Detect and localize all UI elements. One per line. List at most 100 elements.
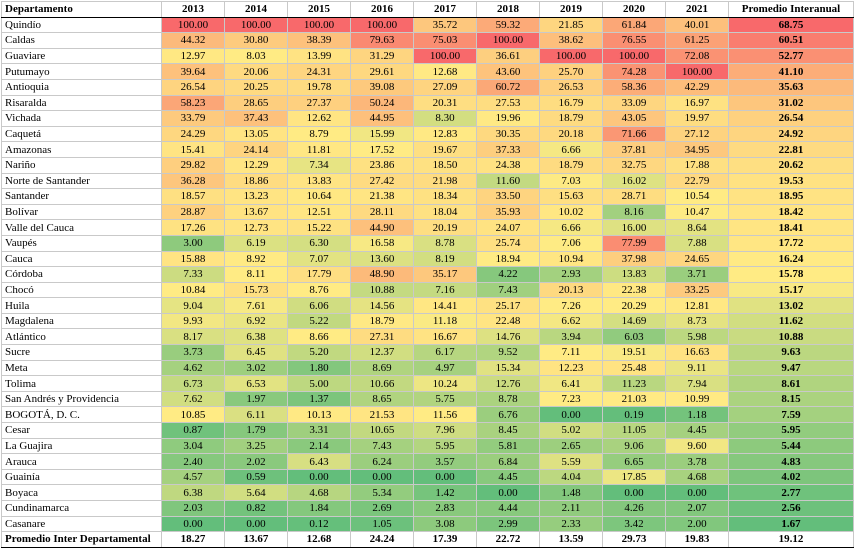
average-cell: 18.42: [728, 203, 854, 221]
value-cell: 10.66: [350, 375, 414, 392]
value-cell: 8.92: [224, 250, 288, 268]
value-cell: 33.25: [665, 281, 729, 299]
value-cell: 24.14: [224, 141, 288, 158]
department-name: Huila: [1, 297, 162, 314]
value-cell: 19.96: [476, 110, 540, 127]
value-cell: 20.18: [539, 125, 603, 143]
value-cell: 0.12: [287, 515, 351, 533]
header-row: Departamento 2013 2014 2015 2016 2017 2018 2019…: [1, 1, 854, 18]
footer-row: Promedio Inter Departamental 18.27 13.67 12…: [1, 531, 854, 548]
value-cell: 7.33: [161, 266, 225, 283]
value-cell: 21.85: [539, 16, 603, 34]
value-cell: 25.70: [539, 63, 603, 80]
value-cell: 8.79: [287, 125, 351, 143]
value-cell: 6.92: [224, 312, 288, 330]
average-cell: 2.77: [728, 484, 854, 501]
column-header: 2019: [539, 1, 603, 18]
value-cell: 14.41: [413, 297, 477, 314]
value-cell: 11.18: [413, 312, 477, 330]
value-cell: 8.65: [350, 390, 414, 408]
average-cell: 13.02: [728, 297, 854, 314]
value-cell: 35.17: [413, 266, 477, 283]
value-cell: 4.57: [161, 468, 225, 486]
value-cell: 7.34: [287, 156, 351, 174]
value-cell: 3.31: [287, 422, 351, 439]
value-cell: 74.28: [602, 63, 666, 80]
value-cell: 10.84: [161, 281, 225, 299]
data-row: Cesar 0.87 1.79 3.31 10.65 7.96 8.45 5.02 11.05 4…: [1, 422, 854, 439]
value-cell: 29.61: [350, 63, 414, 80]
department-name: Casanare: [1, 515, 162, 533]
value-cell: 6.24: [350, 453, 414, 470]
value-cell: 19.78: [287, 78, 351, 96]
value-cell: 10.94: [539, 250, 603, 268]
column-header: 2013: [161, 1, 225, 18]
department-name: Amazonas: [1, 141, 162, 158]
value-cell: 21.98: [413, 172, 477, 190]
value-cell: 18.50: [413, 156, 477, 174]
value-cell: 6.73: [161, 375, 225, 392]
value-cell: 0.00: [413, 468, 477, 486]
value-cell: 61.25: [665, 32, 729, 49]
value-cell: 2.07: [665, 500, 729, 517]
value-cell: 1.84: [287, 500, 351, 517]
data-row: Guaviare 12.97 8.03 13.99 31.29 100.00 36.61 10…: [1, 47, 854, 65]
value-cell: 33.50: [476, 188, 540, 205]
value-cell: 35.72: [413, 16, 477, 34]
table-body: Quindío 100.00 100.00 100.00 100.00 35.72 59.3…: [1, 16, 854, 548]
value-cell: 8.03: [224, 47, 288, 65]
average-cell: 18.41: [728, 219, 854, 236]
average-cell: 5.95: [728, 422, 854, 439]
footer-value: 29.73: [602, 531, 666, 548]
department-name: Boyaca: [1, 484, 162, 501]
value-cell: 100.00: [161, 16, 225, 34]
value-cell: 7.43: [476, 281, 540, 299]
department-name: Caldas: [1, 32, 162, 49]
value-cell: 8.19: [413, 250, 477, 268]
value-cell: 2.11: [539, 500, 603, 517]
value-cell: 21.38: [350, 188, 414, 205]
value-cell: 42.29: [665, 78, 729, 96]
value-cell: 71.66: [602, 125, 666, 143]
value-cell: 6.66: [539, 141, 603, 158]
value-cell: 6.41: [539, 375, 603, 392]
data-row: Casanare 0.00 0.00 0.12 1.05 3.08 2.99 2.33 3.42…: [1, 515, 854, 533]
value-cell: 24.31: [287, 63, 351, 80]
value-cell: 21.53: [350, 406, 414, 424]
value-cell: 6.03: [602, 328, 666, 346]
average-cell: 22.81: [728, 141, 854, 158]
value-cell: 15.99: [350, 125, 414, 143]
value-cell: 48.90: [350, 266, 414, 283]
value-cell: 24.65: [665, 250, 729, 268]
data-row: Huila 9.04 7.61 6.06 14.56 14.41 25.17 7.26 20.2…: [1, 297, 854, 314]
department-name: Norte de Santander: [1, 172, 162, 190]
average-cell: 15.78: [728, 266, 854, 283]
value-cell: 6.19: [224, 234, 288, 252]
value-cell: 31.29: [350, 47, 414, 65]
value-cell: 1.05: [350, 515, 414, 533]
value-cell: 38.62: [539, 32, 603, 49]
value-cell: 6.38: [161, 484, 225, 501]
value-cell: 4.26: [602, 500, 666, 517]
data-row: Nariño 29.82 12.29 7.34 23.86 18.50 24.38 18.79…: [1, 156, 854, 174]
value-cell: 5.75: [413, 390, 477, 408]
value-cell: 7.62: [161, 390, 225, 408]
value-cell: 30.80: [224, 32, 288, 49]
value-cell: 11.60: [476, 172, 540, 190]
data-row: Caquetá 24.29 13.05 8.79 15.99 12.83 30.35 20.1…: [1, 125, 854, 143]
value-cell: 9.11: [665, 359, 729, 377]
value-cell: 3.94: [539, 328, 603, 346]
average-cell: 24.92: [728, 125, 854, 143]
value-cell: 1.80: [287, 359, 351, 377]
value-cell: 1.37: [287, 390, 351, 408]
value-cell: 5.98: [665, 328, 729, 346]
data-row: Meta 4.62 3.02 1.80 8.69 4.97 15.34 12.23 25.48 9…: [1, 359, 854, 377]
value-cell: 14.69: [602, 312, 666, 330]
column-header: 2017: [413, 1, 477, 18]
value-cell: 27.53: [476, 94, 540, 112]
value-cell: 43.05: [602, 110, 666, 127]
department-name: Meta: [1, 359, 162, 377]
value-cell: 77.99: [602, 234, 666, 252]
value-cell: 6.45: [224, 344, 288, 361]
value-cell: 8.76: [287, 281, 351, 299]
